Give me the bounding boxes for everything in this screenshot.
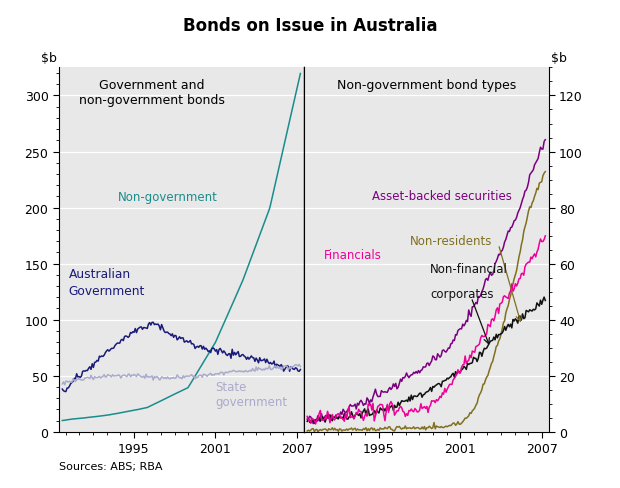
Text: Financials: Financials xyxy=(324,248,382,262)
Text: Australian: Australian xyxy=(68,267,131,281)
Text: State: State xyxy=(215,381,247,393)
Text: $b: $b xyxy=(40,52,56,65)
Text: Non-government: Non-government xyxy=(117,190,217,203)
Text: Sources: ABS; RBA: Sources: ABS; RBA xyxy=(59,461,162,471)
Text: Non-residents: Non-residents xyxy=(410,235,492,247)
Text: Bonds on Issue in Australia: Bonds on Issue in Australia xyxy=(183,17,437,35)
Text: Asset-backed securities: Asset-backed securities xyxy=(372,190,512,203)
Text: $b: $b xyxy=(551,52,567,65)
Text: Government and
non-government bonds: Government and non-government bonds xyxy=(79,79,225,107)
Text: corporates: corporates xyxy=(430,287,494,301)
Text: Government: Government xyxy=(68,285,145,297)
Text: Non-government bond types: Non-government bond types xyxy=(337,79,516,92)
Text: government: government xyxy=(215,395,288,408)
Text: Non-financial: Non-financial xyxy=(430,263,508,275)
